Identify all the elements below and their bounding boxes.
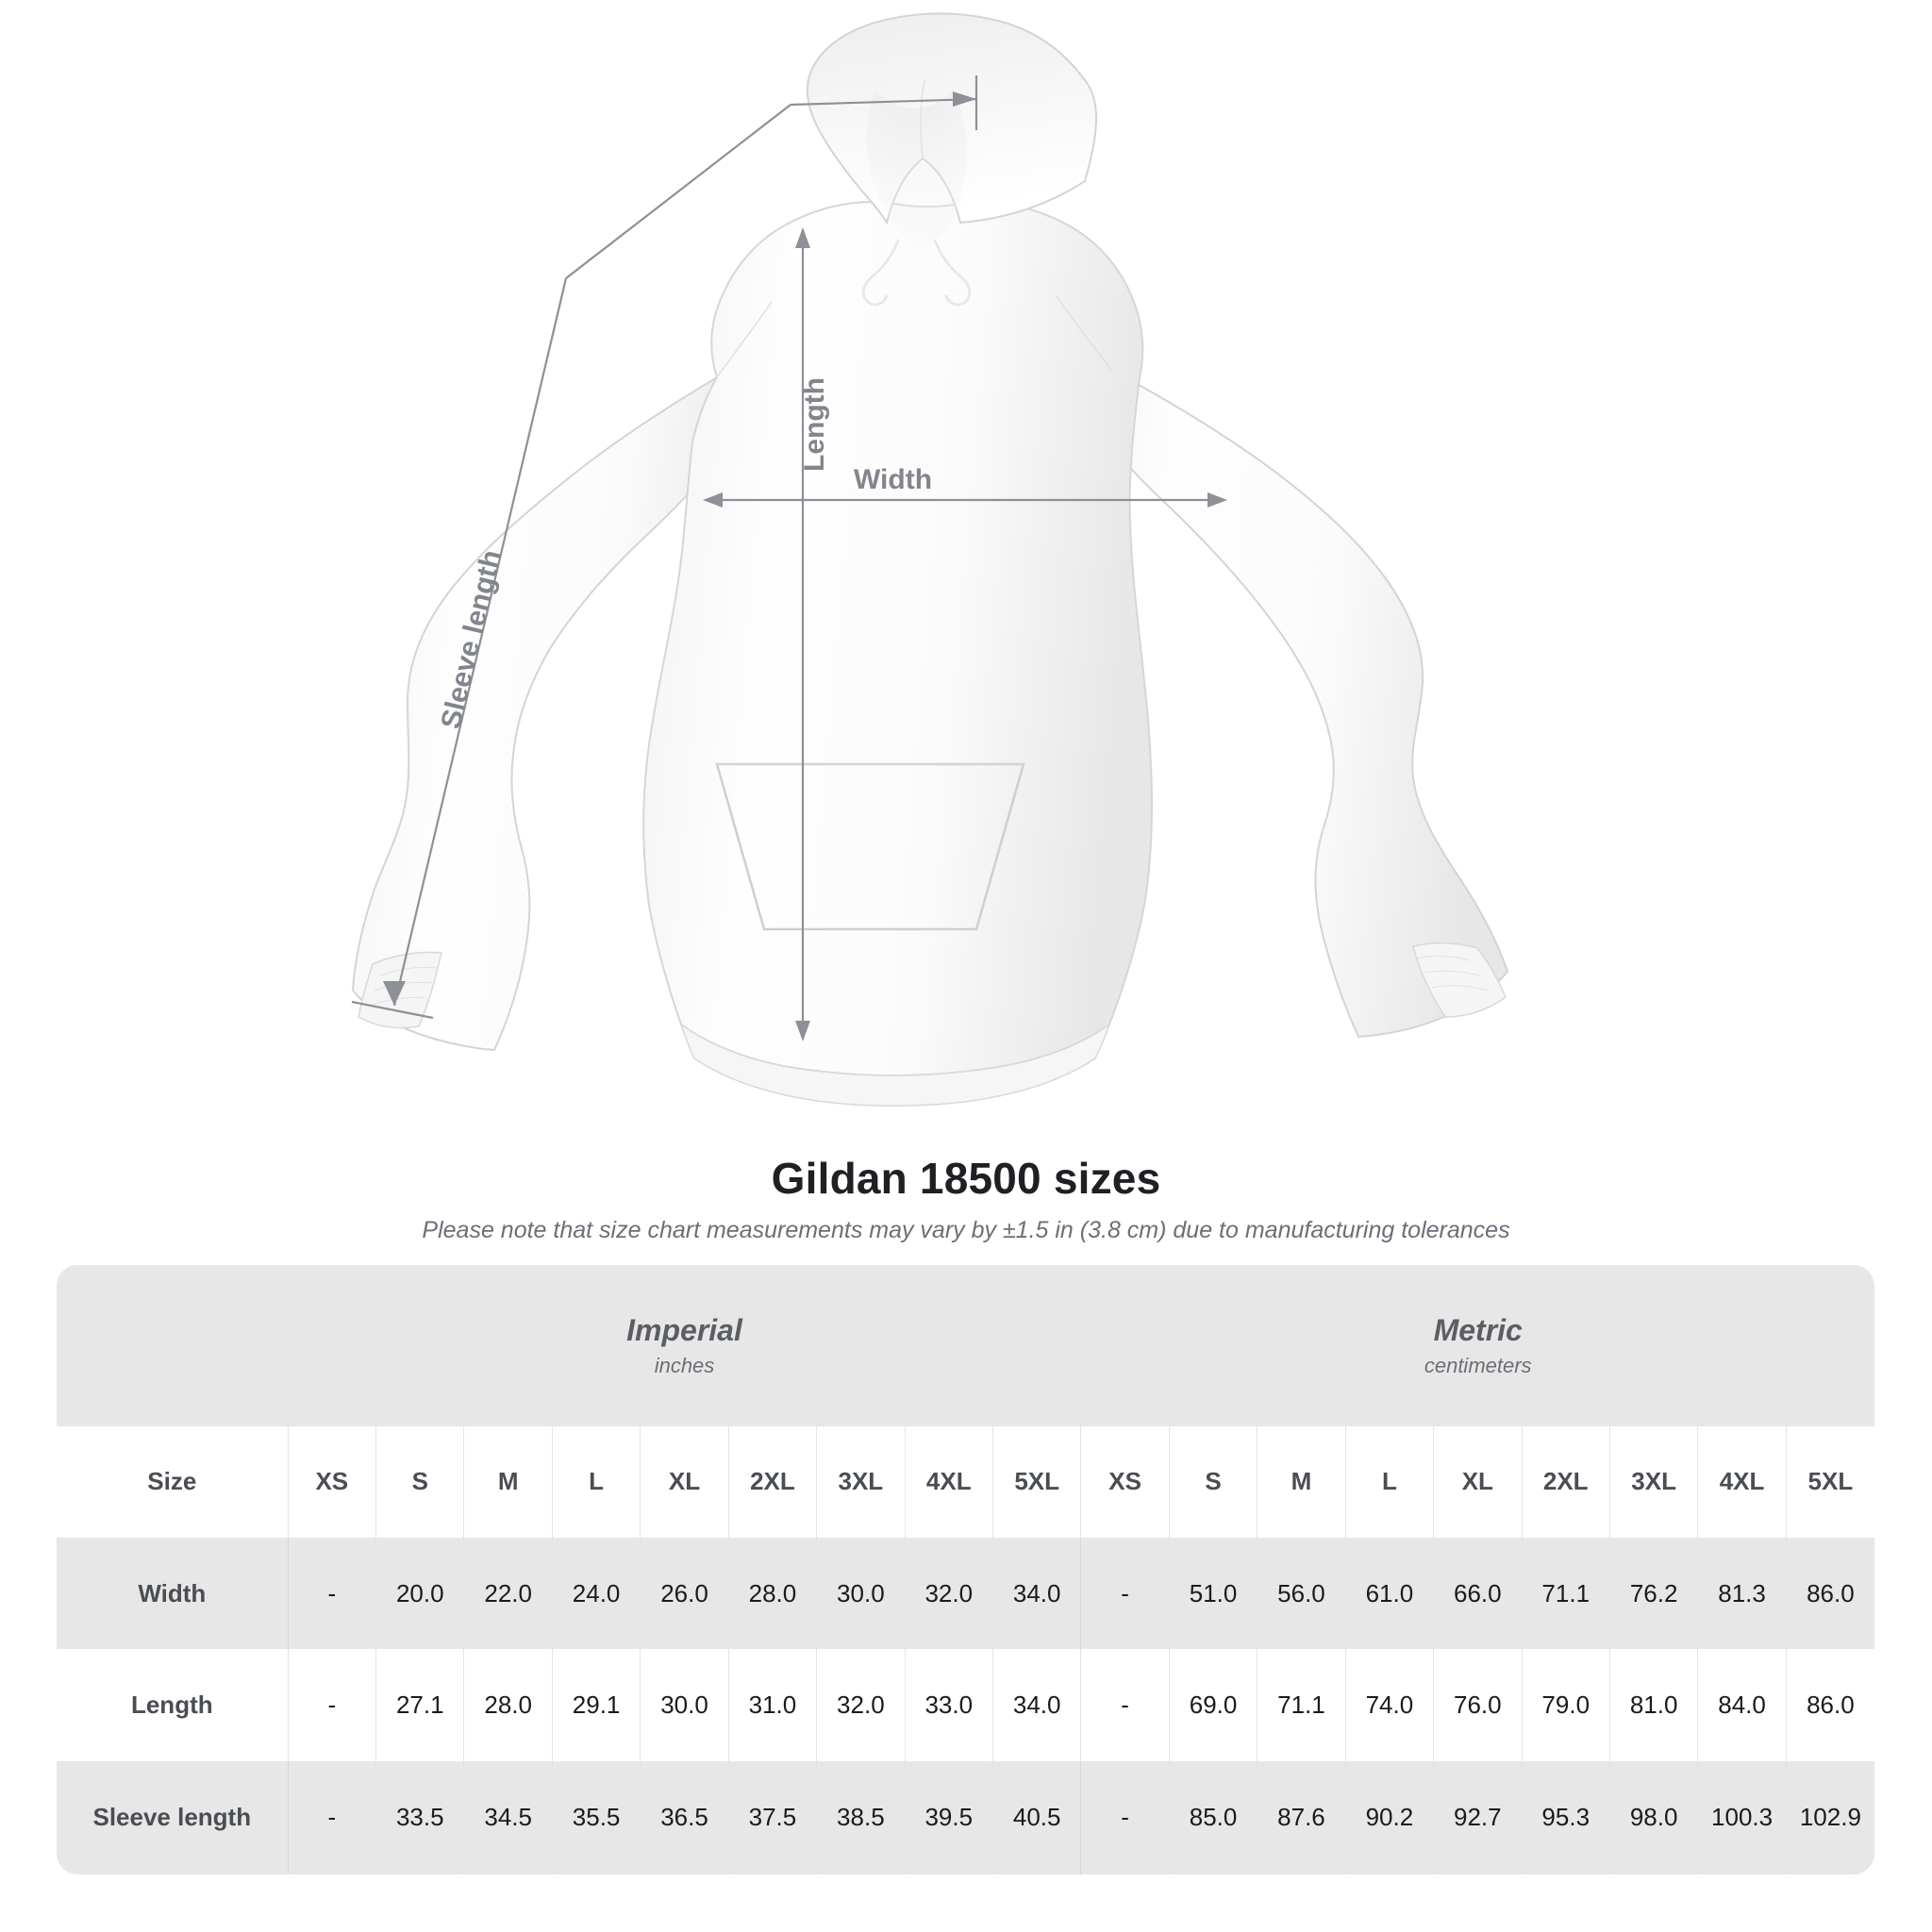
- svg-text:Width: Width: [854, 464, 932, 495]
- svg-text:Length: Length: [799, 377, 830, 472]
